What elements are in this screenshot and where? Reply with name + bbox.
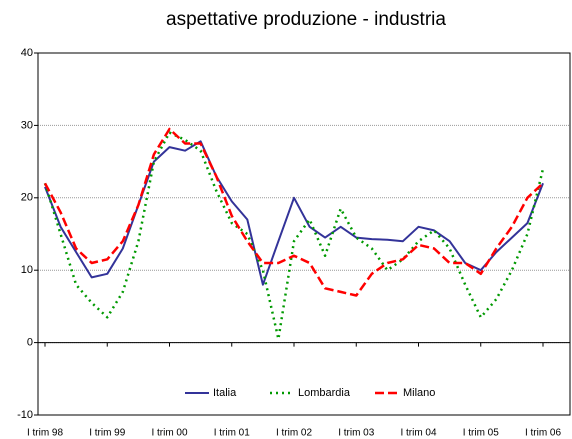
x-tick-label: I trim 02 <box>276 428 313 439</box>
chart-title: aspettative produzione - industria <box>166 9 446 30</box>
series-line <box>43 127 544 297</box>
x-tick-label: I trim 99 <box>89 428 126 439</box>
y-tick-label: 10 <box>21 264 33 276</box>
x-tick-label: I trim 98 <box>27 428 64 439</box>
y-tick-label: 20 <box>21 192 33 204</box>
x-tick-label: I trim 06 <box>525 428 562 439</box>
series-line <box>43 131 545 341</box>
x-tick-label: I trim 00 <box>151 428 188 439</box>
y-tick-label: 0 <box>27 337 33 349</box>
x-tick-label: I trim 03 <box>338 428 375 439</box>
x-tick-label: I trim 04 <box>400 428 437 439</box>
legend-label: Italia <box>213 387 237 399</box>
y-tick-label: -10 <box>17 409 33 421</box>
x-tick-label: I trim 05 <box>463 428 500 439</box>
y-tick-label: 40 <box>21 47 33 59</box>
legend-label: Lombardia <box>298 387 351 399</box>
x-tick-label: I trim 01 <box>214 428 251 439</box>
series-line <box>44 140 544 286</box>
legend-label: Milano <box>403 387 435 399</box>
y-tick-label: 30 <box>21 119 33 131</box>
plot-frame <box>37 52 571 416</box>
